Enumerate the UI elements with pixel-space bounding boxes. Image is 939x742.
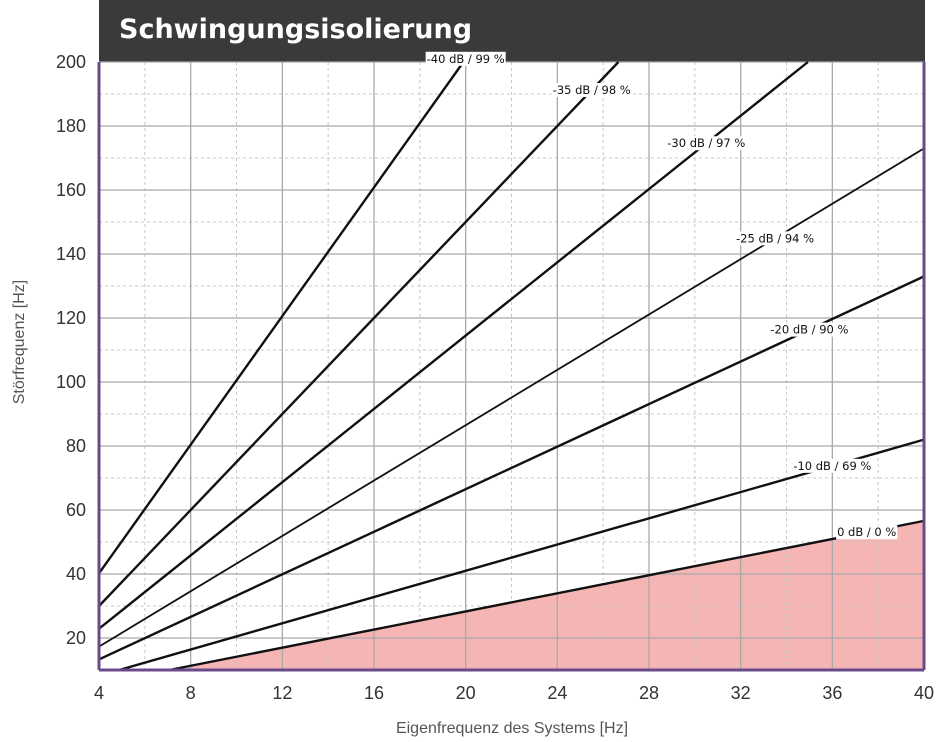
y-tick-label: 140	[56, 244, 86, 264]
chart-title: Schwingungsisolierung	[119, 14, 473, 45]
y-tick-label: 80	[66, 436, 86, 456]
series-line	[169, 519, 925, 672]
x-tick-label: 28	[639, 683, 659, 703]
x-tick-label: 40	[914, 683, 934, 703]
series-line	[98, 61, 809, 630]
x-tick-label: 16	[364, 683, 384, 703]
x-axis-title: Eigenfrequenz des Systems [Hz]	[396, 720, 628, 737]
series-line	[98, 61, 465, 575]
series-label-bg	[792, 458, 873, 473]
series-line	[98, 61, 620, 607]
series-label: 0 dB / 0 %	[837, 525, 896, 539]
y-tick-label: 100	[56, 372, 86, 392]
x-tick-label: 32	[731, 683, 751, 703]
series-label-bg	[666, 136, 747, 151]
series-line	[98, 275, 925, 661]
y-axis-title: Störfrequenz [Hz]	[11, 280, 28, 405]
x-tick-label: 24	[547, 683, 567, 703]
chart-title-bar: Schwingungsisolierung	[99, 0, 925, 62]
x-tick-label: 36	[822, 683, 842, 703]
y-tick-label: 60	[66, 500, 86, 520]
y-tick-label: 120	[56, 308, 86, 328]
x-tick-label: 20	[456, 683, 476, 703]
x-tick-label: 4	[94, 683, 104, 703]
y-tick-label: 180	[56, 116, 86, 136]
series-label-bg	[425, 51, 506, 66]
y-tick-label: 160	[56, 180, 86, 200]
series-label: -40 dB / 99 %	[427, 52, 505, 66]
x-tick-label: 8	[186, 683, 196, 703]
series-label: -30 dB / 97 %	[667, 136, 745, 150]
x-tick-label: 12	[272, 683, 292, 703]
series-line	[118, 438, 925, 672]
series-label-bg	[769, 322, 850, 337]
series-label: -10 dB / 69 %	[793, 459, 871, 473]
series-label-bg	[836, 525, 898, 540]
y-tick-label: 20	[66, 628, 86, 648]
series-label: -25 dB / 94 %	[736, 231, 814, 245]
series-label-bg	[551, 83, 632, 97]
y-tick-label: 200	[56, 52, 86, 72]
series-label: -35 dB / 98 %	[553, 83, 631, 97]
series-label: -20 dB / 90 %	[770, 323, 848, 337]
series-label-bg	[735, 231, 816, 246]
y-tick-label: 40	[66, 564, 86, 584]
